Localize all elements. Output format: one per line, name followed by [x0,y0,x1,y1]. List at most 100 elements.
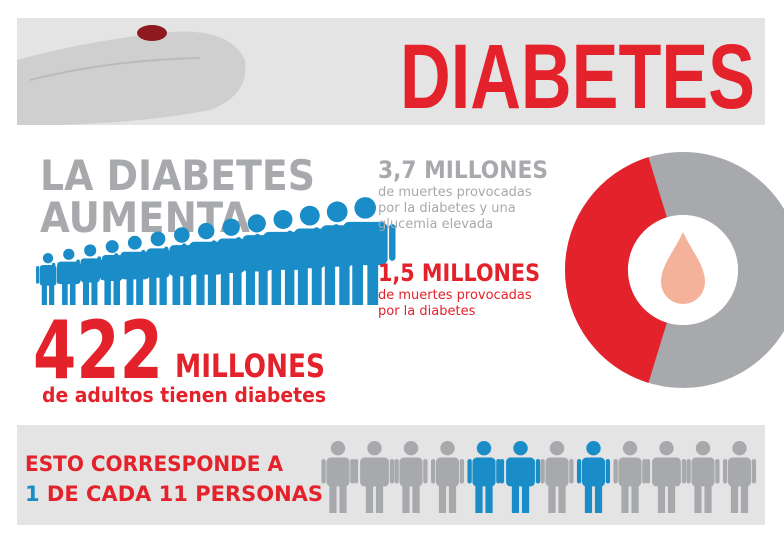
person [394,441,428,513]
person-arm [722,459,728,484]
person-head [586,441,601,456]
person-head [695,441,711,456]
stat-text: por la diabetes y una [378,201,516,216]
person-body [472,457,496,487]
person-arm [459,459,465,484]
person-leg [232,270,242,305]
person-leg [730,484,739,513]
person-head [84,244,97,257]
person-body [618,457,642,487]
person-arm [642,459,647,484]
person-body [691,457,715,487]
footer-text: ESTO CORRESPONDE A [25,452,284,476]
person-leg [704,484,712,513]
person-leg [311,265,322,305]
highlight: 1 [25,482,40,506]
person-arm [423,459,428,484]
person-arm [613,459,618,484]
person-arm [605,459,611,484]
person-leg [149,275,157,305]
person-leg [183,273,192,305]
person-leg [548,484,556,513]
person-arm [141,249,146,275]
person-arm [181,243,187,272]
finger [17,31,246,125]
stat-text: por la diabetes [378,304,476,319]
person-leg [339,263,350,305]
person-head [197,222,215,240]
person-arm [430,459,436,484]
person-leg [352,261,364,305]
person-arm [36,266,40,284]
person [321,441,355,513]
person-arm [51,262,56,282]
person-leg [62,282,68,305]
person-leg [511,484,520,513]
person-arm [540,459,545,484]
stat-text: de muertes provocadas [378,185,532,200]
person [540,441,574,513]
person-head [299,205,320,226]
unit: MILLONES [175,347,325,385]
person-arm [499,459,505,484]
person-arm [467,459,472,484]
finger-line [29,57,201,81]
stat-text: de muertes provocadas [378,288,532,303]
person-head [222,218,240,236]
person-leg [113,279,120,305]
person-leg [412,484,420,513]
person [613,441,647,513]
big-number: 422 [33,304,163,397]
person-leg [367,261,379,305]
person-body [581,457,606,487]
person-leg [375,484,384,513]
person-leg [594,484,603,513]
person-arm [321,459,326,484]
person-head [326,201,348,223]
person [686,441,720,513]
person-arm [569,459,574,484]
person-body [360,457,389,487]
person-arm [576,459,582,484]
person-leg [657,484,666,513]
heading-line: AUMENTA [40,193,250,242]
person-arm [163,246,169,274]
person-leg [196,272,205,305]
footer-rest: DE CADA 11 PERSONAS [40,482,323,506]
person-arm [389,224,396,261]
person-leg [339,484,347,513]
person-leg [438,484,447,513]
person-leg [172,273,181,305]
person-leg [207,272,217,305]
drop-icon [661,232,705,304]
person-leg [402,484,410,513]
person-head [354,197,376,219]
donut [565,152,784,388]
person-head [150,231,166,247]
person-head [273,210,293,229]
person-arm [751,459,757,484]
person-head [476,441,492,456]
person-head [549,441,565,456]
person-leg [521,484,530,513]
person-head [105,240,119,254]
person-head [367,441,382,456]
person [499,441,541,513]
person [722,441,757,513]
person-body [57,261,81,285]
person-arm [254,233,261,267]
stat-label: 3,7 MILLONES [378,156,548,184]
person-leg [159,275,167,305]
person-arm [97,256,102,279]
person-leg [41,284,47,305]
person-leg [667,484,676,513]
person-leg [104,279,111,305]
person-body [80,258,100,283]
person-body [727,457,752,487]
stat-label: 1,5 MILLONES [378,259,540,287]
crowd [36,197,396,305]
person-arm [350,459,355,484]
person-body [435,457,460,487]
stat-text: glucemia elevada [378,217,493,232]
person-head [440,441,455,456]
